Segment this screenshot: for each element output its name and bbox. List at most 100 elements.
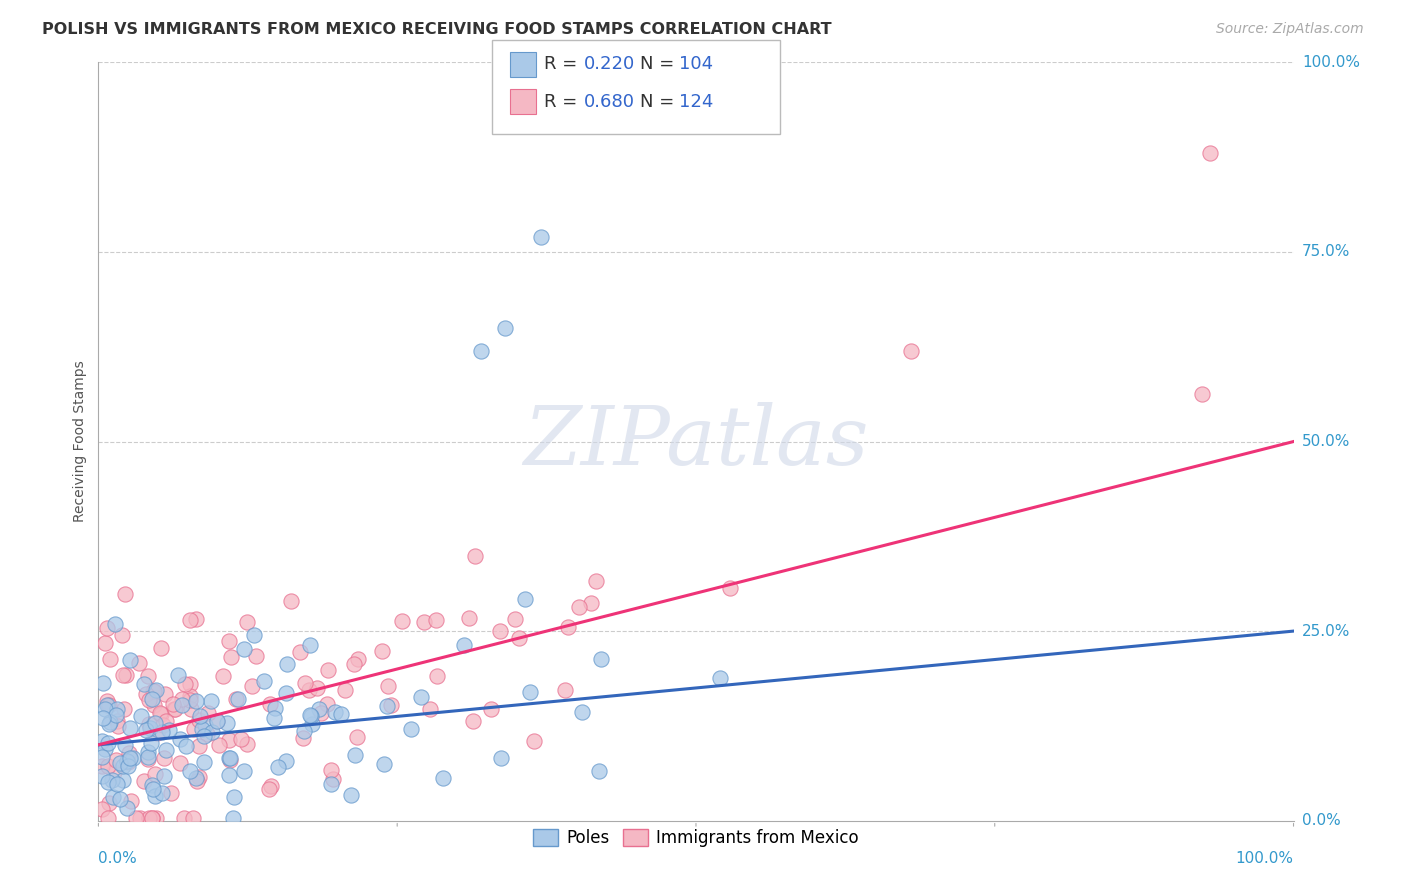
Point — [100, 772, 122, 787]
Text: 0.0%: 0.0% — [1302, 814, 1340, 828]
Point — [91, 769, 114, 783]
Point — [1191, 387, 1213, 401]
Point — [141, 781, 163, 796]
Point — [225, 691, 247, 706]
Point — [174, 739, 197, 753]
Point — [530, 229, 553, 244]
Point — [136, 745, 159, 759]
Point — [218, 634, 240, 648]
Point — [97, 774, 120, 789]
Point — [153, 769, 176, 783]
Point — [426, 669, 449, 683]
Point — [579, 596, 602, 610]
Point — [114, 587, 136, 601]
Point — [411, 690, 433, 704]
Point — [142, 683, 165, 698]
Point — [188, 713, 211, 727]
Point — [333, 683, 356, 698]
Point — [236, 737, 259, 751]
Point — [93, 676, 115, 690]
Point — [155, 743, 177, 757]
Point — [105, 777, 128, 791]
Point — [218, 768, 240, 782]
Text: 25.0%: 25.0% — [1302, 624, 1350, 639]
Point — [180, 702, 202, 716]
Point — [121, 750, 143, 764]
Point — [243, 628, 266, 642]
Point — [218, 750, 240, 764]
Point — [111, 667, 134, 681]
Point — [186, 612, 208, 626]
Point — [96, 621, 118, 635]
Point — [219, 753, 242, 767]
Point — [193, 729, 215, 743]
Point — [179, 689, 201, 703]
Point — [557, 620, 579, 634]
Point — [183, 722, 205, 736]
Point — [149, 706, 172, 721]
Point — [212, 669, 235, 683]
Point — [173, 811, 195, 825]
Point — [221, 811, 243, 825]
Point — [150, 786, 173, 800]
Point — [120, 652, 142, 666]
Text: 0.220: 0.220 — [583, 55, 634, 73]
Point — [718, 581, 741, 595]
Point — [136, 669, 159, 683]
Text: N =: N = — [640, 93, 679, 111]
Point — [308, 702, 330, 716]
Point — [205, 714, 228, 728]
Point — [245, 649, 267, 664]
Point — [205, 714, 228, 728]
Point — [162, 697, 184, 711]
Point — [371, 644, 394, 658]
Text: ZIPatlas: ZIPatlas — [523, 401, 869, 482]
Point — [425, 613, 447, 627]
Point — [343, 657, 366, 671]
Point — [297, 682, 319, 697]
Legend: Poles, Immigrants from Mexico: Poles, Immigrants from Mexico — [526, 822, 866, 854]
Point — [193, 755, 215, 769]
Point — [519, 685, 541, 699]
Point — [585, 574, 607, 588]
Point — [290, 645, 312, 659]
Point — [298, 638, 321, 652]
Text: 50.0%: 50.0% — [1302, 434, 1350, 449]
Point — [120, 721, 142, 735]
Point — [150, 725, 173, 739]
Text: Source: ZipAtlas.com: Source: ZipAtlas.com — [1216, 22, 1364, 37]
Point — [128, 657, 150, 671]
Point — [453, 638, 475, 652]
Point — [274, 754, 297, 768]
Point — [141, 691, 163, 706]
Point — [145, 682, 167, 697]
Point — [97, 796, 120, 810]
Point — [470, 343, 492, 358]
Point — [169, 731, 191, 746]
Point — [229, 732, 252, 747]
Point — [274, 686, 297, 700]
Point — [117, 801, 139, 815]
Point — [197, 706, 219, 721]
Point — [96, 698, 118, 712]
Point — [132, 677, 155, 691]
Point — [136, 750, 159, 764]
Point — [157, 723, 180, 737]
Point — [432, 771, 454, 785]
Point — [318, 663, 340, 677]
Point — [523, 734, 546, 748]
Point — [150, 640, 173, 655]
Point — [117, 759, 139, 773]
Point — [138, 717, 160, 731]
Point — [900, 343, 922, 358]
Point — [343, 747, 366, 762]
Point — [260, 779, 283, 793]
Point — [571, 705, 593, 719]
Point — [588, 764, 610, 778]
Point — [141, 811, 163, 825]
Point — [142, 684, 165, 698]
Point — [94, 702, 117, 716]
Point — [135, 687, 157, 701]
Point — [489, 624, 512, 638]
Point — [233, 642, 256, 657]
